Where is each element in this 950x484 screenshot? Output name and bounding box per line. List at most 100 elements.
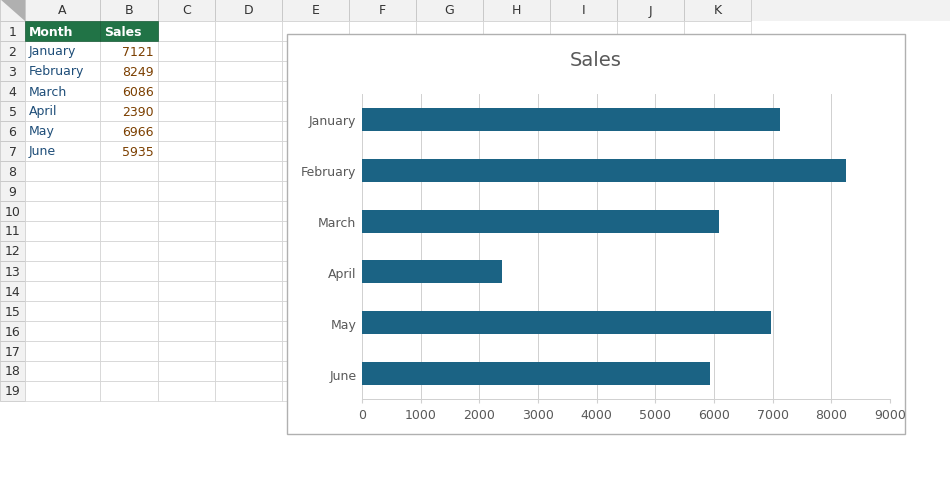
Bar bbox=[483, 82, 550, 102]
Bar bbox=[282, 0, 349, 22]
Text: 2: 2 bbox=[9, 45, 16, 59]
Bar bbox=[25, 162, 100, 182]
Bar bbox=[25, 82, 100, 102]
Bar bbox=[0, 0, 25, 22]
Bar bbox=[416, 62, 483, 82]
Bar bbox=[684, 82, 751, 102]
Bar bbox=[349, 102, 416, 122]
Bar bbox=[550, 122, 617, 142]
Bar bbox=[349, 361, 416, 381]
Bar bbox=[684, 0, 751, 22]
Bar bbox=[684, 122, 751, 142]
Bar bbox=[25, 201, 100, 222]
Bar bbox=[282, 321, 349, 341]
Bar bbox=[349, 261, 416, 281]
Bar bbox=[550, 182, 617, 201]
Bar bbox=[362, 363, 711, 385]
Bar bbox=[416, 122, 483, 142]
Text: C: C bbox=[182, 4, 191, 17]
Bar bbox=[100, 102, 158, 122]
Text: 8249: 8249 bbox=[123, 65, 154, 78]
Bar bbox=[0, 281, 25, 302]
Bar bbox=[158, 62, 215, 82]
Bar bbox=[349, 201, 416, 222]
Bar bbox=[362, 210, 719, 233]
Polygon shape bbox=[0, 0, 25, 22]
Bar bbox=[25, 361, 100, 381]
Bar bbox=[0, 182, 25, 201]
Text: 6: 6 bbox=[9, 125, 16, 138]
Bar bbox=[550, 222, 617, 242]
Bar bbox=[617, 201, 684, 222]
Bar bbox=[349, 281, 416, 302]
Bar bbox=[349, 182, 416, 201]
Bar bbox=[282, 102, 349, 122]
Bar bbox=[362, 160, 846, 182]
Text: I: I bbox=[581, 4, 585, 17]
Bar bbox=[25, 261, 100, 281]
Bar bbox=[215, 321, 282, 341]
Bar bbox=[100, 242, 158, 261]
Bar bbox=[416, 162, 483, 182]
Bar bbox=[617, 162, 684, 182]
Bar bbox=[25, 62, 100, 82]
Bar bbox=[158, 0, 215, 22]
Bar bbox=[349, 302, 416, 321]
Bar bbox=[215, 62, 282, 82]
Text: February: February bbox=[29, 65, 85, 78]
Bar bbox=[483, 261, 550, 281]
Bar bbox=[282, 341, 349, 361]
Bar bbox=[550, 102, 617, 122]
Bar bbox=[158, 341, 215, 361]
Bar bbox=[282, 22, 349, 42]
Bar bbox=[684, 302, 751, 321]
Bar bbox=[282, 42, 349, 62]
Bar bbox=[617, 22, 684, 42]
Bar bbox=[483, 22, 550, 42]
Bar bbox=[158, 321, 215, 341]
Bar bbox=[0, 201, 25, 222]
Bar bbox=[483, 182, 550, 201]
Bar bbox=[215, 82, 282, 102]
Bar bbox=[684, 381, 751, 401]
Bar bbox=[617, 42, 684, 62]
Bar bbox=[215, 222, 282, 242]
Bar bbox=[100, 321, 158, 341]
Bar bbox=[550, 381, 617, 401]
Bar bbox=[100, 82, 158, 102]
Bar bbox=[550, 82, 617, 102]
Bar bbox=[617, 302, 684, 321]
Bar bbox=[550, 62, 617, 82]
Text: 13: 13 bbox=[5, 265, 20, 278]
Bar bbox=[25, 321, 100, 341]
Bar bbox=[158, 242, 215, 261]
Bar bbox=[684, 102, 751, 122]
Bar bbox=[25, 22, 100, 42]
Text: 14: 14 bbox=[5, 285, 20, 298]
Bar bbox=[684, 62, 751, 82]
Bar bbox=[158, 302, 215, 321]
Text: Sales: Sales bbox=[570, 50, 622, 69]
Text: F: F bbox=[379, 4, 386, 17]
Bar bbox=[617, 182, 684, 201]
Bar bbox=[349, 242, 416, 261]
Bar bbox=[215, 102, 282, 122]
Bar bbox=[215, 142, 282, 162]
Bar bbox=[617, 122, 684, 142]
Bar bbox=[617, 222, 684, 242]
Bar bbox=[550, 0, 617, 22]
Text: 5: 5 bbox=[9, 106, 16, 118]
Bar bbox=[0, 302, 25, 321]
Bar bbox=[282, 281, 349, 302]
Bar bbox=[282, 162, 349, 182]
Bar bbox=[483, 142, 550, 162]
Bar bbox=[0, 102, 25, 122]
Bar bbox=[416, 22, 483, 42]
Bar bbox=[0, 381, 25, 401]
Bar bbox=[100, 182, 158, 201]
Bar bbox=[416, 281, 483, 302]
Bar bbox=[483, 242, 550, 261]
Text: 12: 12 bbox=[5, 245, 20, 258]
Bar bbox=[100, 62, 158, 82]
Bar bbox=[100, 201, 158, 222]
